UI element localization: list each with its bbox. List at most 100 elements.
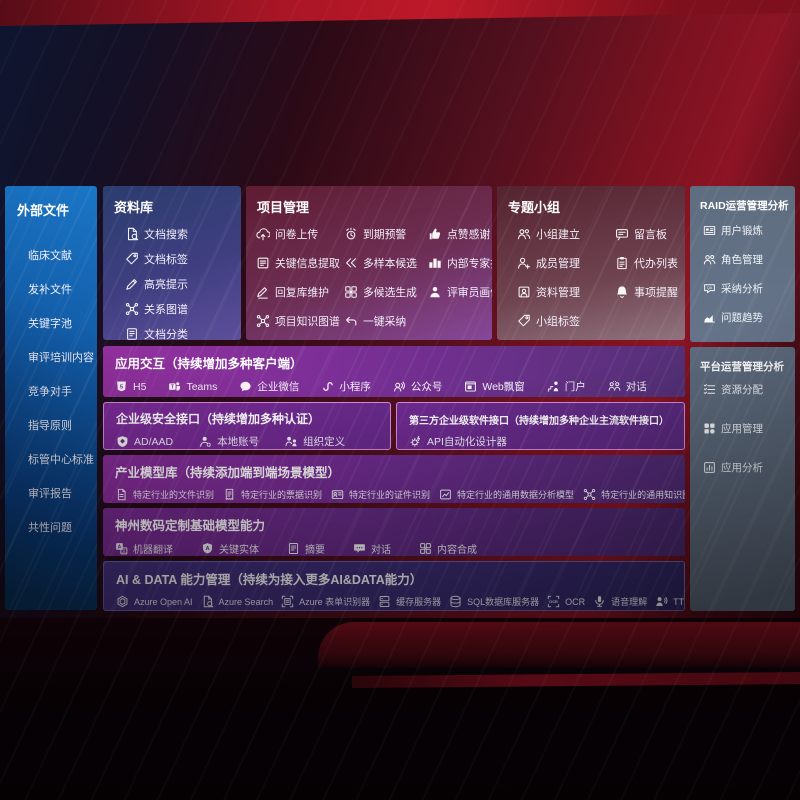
cloud-upload-icon xyxy=(256,227,270,241)
item-label: 用户锻炼 xyxy=(721,225,763,237)
item-label: 门户 xyxy=(564,381,586,393)
sidebar-item[interactable]: 共性问题 xyxy=(28,519,97,535)
tag-item[interactable]: 文档标签 xyxy=(125,251,241,267)
openai-icon xyxy=(116,595,129,608)
item-label: 文档搜索 xyxy=(144,229,188,241)
knowledge-graph-item[interactable]: 关系图谱 xyxy=(125,301,241,317)
app-analysis-item[interactable]: 应用分析 xyxy=(703,460,795,475)
svg-text:QA: QA xyxy=(707,286,713,290)
item-label: 到期预警 xyxy=(363,229,407,241)
local-account-icon xyxy=(199,435,212,448)
alarm-item[interactable]: 到期预警 xyxy=(344,226,428,242)
team-create-item[interactable]: 小组建立 xyxy=(517,226,615,242)
dialogue-item[interactable]: 对话 xyxy=(608,379,647,394)
knowledge-graph-item[interactable]: 项目知识图谱 xyxy=(256,313,344,329)
tag-item[interactable]: 小组标签 xyxy=(517,313,615,329)
reply-maintain-icon xyxy=(256,285,270,299)
teams-item[interactable]: T Teams xyxy=(168,380,217,393)
sidebar-item[interactable]: 关键字池 xyxy=(28,315,97,331)
one-click-adopt-item[interactable]: 一键采纳 xyxy=(344,313,428,329)
doc-classify-item[interactable]: 文档分类 xyxy=(125,326,241,340)
sql-server-icon xyxy=(449,595,462,608)
file-recognize-item[interactable]: 特定行业的文件识别 xyxy=(115,488,214,501)
wecom-item[interactable]: 企业微信 xyxy=(239,379,299,394)
sidebar-item[interactable]: 审评报告 xyxy=(28,485,97,501)
sidebar-item[interactable]: 发补文件 xyxy=(28,281,97,297)
multi-generate-item[interactable]: 多候选生成 xyxy=(344,284,428,300)
h5-item[interactable]: 5 H5 xyxy=(115,380,146,393)
svg-text:OCR: OCR xyxy=(549,599,558,604)
sidebar-item[interactable]: 竞争对手 xyxy=(28,383,97,399)
tts-item[interactable]: TTS xyxy=(655,595,684,608)
thumbs-up-icon xyxy=(428,227,442,241)
form-recognizer-item[interactable]: Azure 表单识别器 xyxy=(281,595,370,608)
doc-search-icon xyxy=(125,227,139,241)
item-label: 特定行业的票据识别 xyxy=(241,490,323,500)
local-account-item[interactable]: 本地账号 xyxy=(199,434,259,449)
summary-item[interactable]: 摘要 xyxy=(287,541,325,556)
reminder-bell-item[interactable]: 事项提醒 xyxy=(615,284,685,300)
item-label: 关键信息提取 xyxy=(275,258,340,270)
expert-ranking-item[interactable]: 内部专家排名 xyxy=(428,255,492,271)
knowledge-graph-item[interactable]: 特定行业的通用知识图谱模型 xyxy=(583,488,685,501)
background-device-shape xyxy=(318,622,800,668)
todo-list-icon xyxy=(615,256,629,270)
sidebar-item[interactable]: 临床文献 xyxy=(28,247,97,263)
miniprogram-item[interactable]: 小程序 xyxy=(321,379,371,394)
panel-title-project: 项目管理 xyxy=(257,200,310,215)
info-extract-item[interactable]: 关键信息提取 xyxy=(256,255,344,271)
translate-item[interactable]: A 文机器翻译 xyxy=(115,541,173,556)
doc-classify-icon xyxy=(125,327,139,340)
ad-shield-item[interactable]: AD/AAD xyxy=(116,435,173,448)
item-label: 共性问题 xyxy=(28,522,72,534)
openai-item[interactable]: Azure Open AI xyxy=(116,595,193,608)
message-board-item[interactable]: 留言板 xyxy=(615,226,685,242)
doc-search-item[interactable]: 文档搜索 xyxy=(125,226,241,242)
multi-sample-item[interactable]: 多样本候选 xyxy=(344,255,428,271)
reply-maintain-item[interactable]: 回复库维护 xyxy=(256,284,344,300)
sidebar-item[interactable]: 审评培训内容 xyxy=(28,349,97,365)
panel-title-external-files: 外部文件 xyxy=(17,203,70,218)
resource-allocation-item[interactable]: 资源分配 xyxy=(703,382,795,397)
item-label: 应用分析 xyxy=(721,462,763,474)
panel-title-platform: 平台运营管理分析 xyxy=(700,361,784,373)
trend-chart-item[interactable]: 问题趋势 xyxy=(703,310,795,325)
key-entity-item[interactable]: A 关键实体 xyxy=(201,541,259,556)
wecom-icon xyxy=(239,380,252,393)
role-manage-item[interactable]: 角色管理 xyxy=(703,252,795,267)
app-manage-item[interactable]: 应用管理 xyxy=(703,421,795,436)
id-recognize-item[interactable]: 特定行业的证件识别 xyxy=(331,488,430,501)
azure-search-item[interactable]: Azure Search xyxy=(201,595,273,608)
sidebar-item[interactable]: 标管中心标准 xyxy=(28,451,97,467)
sql-server-item[interactable]: SQL数据库服务器 xyxy=(449,595,539,608)
library-items: 文档搜索文档标签高亮提示关系图谱文档分类 xyxy=(103,226,241,340)
chat-item[interactable]: 对话 xyxy=(353,541,391,556)
item-label: 审评报告 xyxy=(28,488,72,500)
ocr-icon: OCR xyxy=(547,595,560,608)
content-compose-item[interactable]: 内容合成 xyxy=(419,541,477,556)
material-manage-item[interactable]: 资料管理 xyxy=(517,284,615,300)
cloud-upload-item[interactable]: 问卷上传 xyxy=(256,226,344,242)
receipt-recognize-item[interactable]: 特定行业的票据识别 xyxy=(223,488,322,501)
api-designer-item[interactable]: API自动化设计器 xyxy=(409,434,507,449)
data-analysis-model-item[interactable]: 特定行业的通用数据分析模型 xyxy=(439,488,574,501)
item-label: 内部专家排名 xyxy=(447,258,492,270)
highlight-pen-item[interactable]: 高亮提示 xyxy=(125,276,241,292)
org-define-item[interactable]: 组织定义 xyxy=(285,434,345,449)
reviewer-portrait-item[interactable]: 评审员画像 xyxy=(428,284,492,300)
adoption-analysis-item[interactable]: QA 采纳分析 xyxy=(703,281,795,296)
portal-item[interactable]: 门户 xyxy=(547,379,586,394)
web-popup-item[interactable]: Web飘窗 xyxy=(464,379,525,394)
sidebar-item[interactable]: 指导原则 xyxy=(28,417,97,433)
thumbs-up-item[interactable]: 点赞感谢 xyxy=(428,226,492,242)
knowledge-graph-icon xyxy=(583,488,596,501)
background-red-band xyxy=(0,0,800,26)
cache-server-item[interactable]: 缓存服务器 xyxy=(378,595,441,608)
info-extract-icon xyxy=(256,256,270,270)
todo-list-item[interactable]: 代办列表 xyxy=(615,255,685,271)
member-manage-item[interactable]: 成员管理 xyxy=(517,255,615,271)
speech-understand-item[interactable]: 语音理解 xyxy=(593,595,647,608)
user-card-item[interactable]: 用户锻炼 xyxy=(703,223,795,238)
ocr-item[interactable]: OCR OCR xyxy=(547,595,585,608)
official-account-item[interactable]: 公众号 xyxy=(393,379,442,394)
